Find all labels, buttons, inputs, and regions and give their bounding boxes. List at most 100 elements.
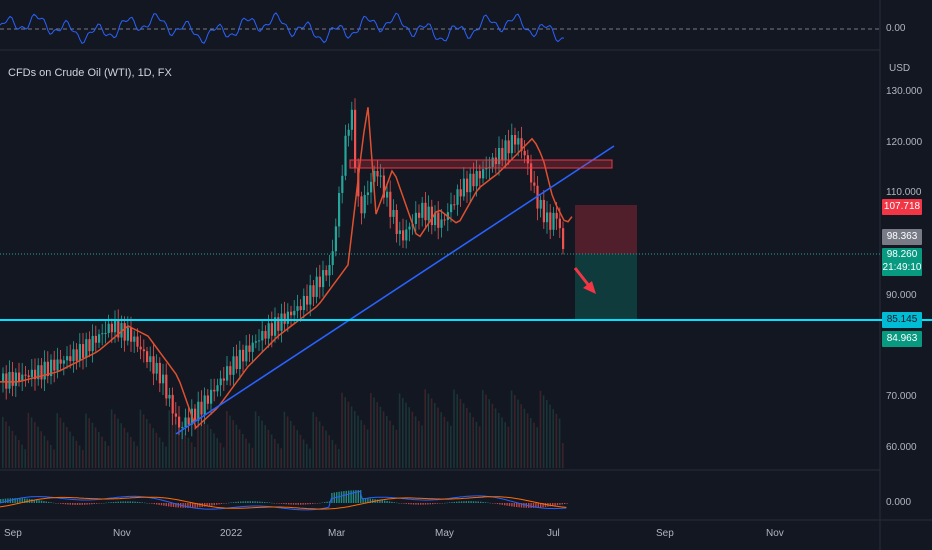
volume-bar — [331, 439, 334, 468]
volume-bar — [411, 411, 414, 468]
candle-body — [59, 359, 62, 364]
macd-histogram-bar — [100, 503, 103, 504]
candle-body — [331, 251, 334, 266]
volume-bar — [520, 404, 522, 468]
candle-body — [283, 313, 286, 324]
volume-bar — [264, 425, 266, 468]
down-arrow-icon — [573, 267, 592, 288]
volume-bar — [56, 413, 58, 468]
macd-histogram-bar — [132, 501, 134, 503]
volume-bar — [306, 444, 308, 468]
candle-body — [40, 365, 43, 380]
volume-bar — [450, 426, 452, 468]
volume-bar — [158, 437, 161, 468]
macd-histogram-bar — [172, 503, 175, 508]
candle-body — [133, 336, 136, 342]
volume-bar — [203, 419, 206, 468]
candle-body — [302, 295, 305, 311]
macd-histogram-bar — [120, 501, 122, 503]
candle-body — [395, 209, 398, 234]
macd-histogram-bar — [4, 498, 7, 503]
volume-bar — [21, 444, 23, 468]
candle-body — [101, 333, 104, 335]
volume-bar — [120, 423, 122, 468]
candle-body — [85, 339, 88, 358]
volume-bar — [456, 394, 458, 468]
macd-histogram-bar — [352, 490, 355, 503]
candle-body — [392, 209, 395, 217]
volume-bar — [14, 435, 17, 468]
candle-body — [37, 365, 40, 380]
volume-bar — [251, 447, 254, 468]
macd-histogram-bar — [523, 503, 525, 508]
macd-histogram-bar — [451, 502, 453, 503]
candle-body — [50, 359, 53, 377]
volume-bar — [312, 412, 314, 468]
macd-histogram-bar — [74, 503, 76, 505]
macd-histogram-bar — [225, 503, 227, 504]
macd-histogram-bar — [247, 501, 249, 503]
macd-histogram-bar — [379, 499, 381, 503]
candle-body — [296, 306, 299, 311]
macd-histogram-bar — [67, 503, 69, 505]
macd-histogram-bar — [259, 501, 261, 503]
volume-bar — [373, 397, 375, 468]
macd-histogram-bar — [321, 502, 323, 504]
macd-histogram-bar — [156, 503, 158, 505]
macd-histogram-bar — [472, 501, 475, 503]
volume-bar — [485, 394, 487, 468]
volume-bar — [430, 398, 433, 468]
macd-histogram-bar — [280, 503, 283, 504]
macd-histogram-bar — [302, 503, 304, 505]
candle-body — [498, 148, 501, 165]
volume-bar — [136, 446, 138, 468]
volume-bar — [418, 421, 420, 468]
candle-body — [75, 349, 78, 361]
macd-histogram-bar — [26, 498, 28, 503]
volume-bar — [341, 392, 343, 468]
candle-body — [350, 109, 353, 130]
macd-histogram-bar — [424, 503, 427, 505]
candle-body — [261, 331, 264, 341]
volume-bar — [514, 395, 516, 468]
volume-bar — [110, 409, 113, 468]
macd-histogram-bar — [410, 503, 412, 505]
macd-histogram-bar — [158, 503, 160, 505]
macd-histogram-bar — [420, 503, 422, 505]
symbol-title[interactable]: CFDs on Crude Oil (WTI), 1D, FX — [8, 67, 172, 79]
macd-histogram-bar — [487, 502, 489, 504]
macd-histogram-bar — [153, 503, 155, 505]
candle-body — [325, 270, 328, 276]
candle-body — [46, 361, 49, 377]
candle-body — [299, 306, 302, 311]
macd-histogram-bar — [79, 503, 81, 505]
volume-bar — [443, 416, 446, 468]
candle-body — [8, 371, 11, 389]
macd-histogram-bar — [124, 501, 127, 503]
candle-body — [155, 362, 158, 374]
macd-histogram-bar — [98, 503, 100, 504]
macd-histogram-bar — [151, 503, 153, 504]
candle-body — [158, 362, 161, 384]
candle-body — [149, 356, 152, 363]
candle-body — [523, 150, 526, 156]
candle-body — [78, 344, 81, 361]
time-axis-label: May — [435, 528, 454, 539]
macd-histogram-bar — [441, 503, 443, 504]
volume-bar — [507, 426, 510, 468]
macd-signal-line — [0, 496, 567, 510]
macd-histogram-bar — [492, 503, 494, 504]
macd-histogram-bar — [384, 500, 386, 503]
volume-bar — [72, 436, 74, 468]
volume-bar — [46, 440, 49, 468]
candle-body — [366, 192, 369, 195]
macd-histogram-bar — [16, 498, 19, 503]
candle-body — [328, 265, 331, 276]
macd-histogram-bar — [456, 501, 458, 503]
volume-bar — [392, 425, 394, 468]
time-axis-label: Mar — [328, 528, 346, 539]
candle-body — [130, 327, 133, 342]
macd-histogram-bar — [367, 498, 369, 503]
volume-bar — [197, 410, 199, 468]
